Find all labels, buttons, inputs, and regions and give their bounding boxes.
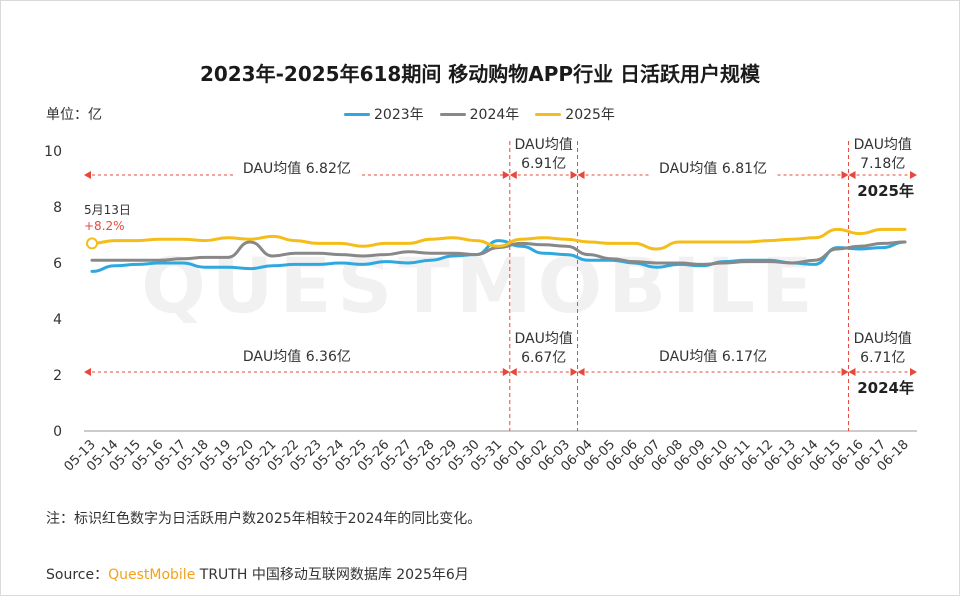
source-brand: QuestMobile <box>108 567 196 583</box>
legend-swatch-2023 <box>344 112 370 116</box>
bottom-period-label: DAU均值 6.17亿 <box>659 349 767 365</box>
legend-label-2023: 2023年 <box>374 107 424 123</box>
bottom-period-arrow-arrow-right <box>570 368 578 376</box>
label-bg <box>651 159 776 177</box>
bottom-period-label-line1: DAU均值 <box>854 331 912 347</box>
legend-swatch-2025 <box>535 112 562 116</box>
bottom-period-label-line2: 6.71亿 <box>860 350 905 366</box>
top-period-label-line1: DAU均值 <box>854 137 912 153</box>
y-tick-label: 6 <box>53 256 62 272</box>
bottom-period-arrow-arrow-left <box>84 368 91 376</box>
top-period-arrow-arrow-right <box>841 171 849 179</box>
legend-item-2024: 2024年 <box>439 104 520 124</box>
top-period-label: DAU均值 6.81亿 <box>659 161 767 177</box>
source-line: Source：QuestMobile TRUTH 中国移动互联网数据库 2025… <box>46 564 469 584</box>
year-tag-2025: 2025年 <box>857 182 914 200</box>
y-tick-label: 10 <box>44 144 62 160</box>
unit-label: 单位：亿 <box>46 107 102 123</box>
legend-item-2025: 2025年 <box>535 104 615 124</box>
highlight-change-label: +8.2% <box>84 219 125 233</box>
top-period-label-line2: 7.18亿 <box>860 156 905 172</box>
bottom-period-arrow-arrow-left <box>577 368 585 376</box>
chart-title: 2023年-2025年618期间 移动购物APP行业 日活跃用户规模 <box>199 62 761 86</box>
top-period-arrow-arrow-right <box>910 171 917 179</box>
bottom-period-label: DAU均值 6.36亿 <box>243 349 351 365</box>
top-period-arrow-arrow-left <box>848 171 856 179</box>
y-tick-label: 2 <box>53 368 62 384</box>
legend-item-2023: 2023年 <box>344 104 424 124</box>
label-bg <box>234 347 359 365</box>
top-period-arrow-arrow-right <box>570 171 578 179</box>
series-line-2025年 <box>90 227 907 251</box>
y-tick-label: 8 <box>53 200 62 216</box>
label-bg <box>234 159 359 177</box>
bottom-period-arrow-arrow-right <box>910 368 917 376</box>
source-label: Source： <box>46 567 109 583</box>
highlight-point <box>86 237 98 250</box>
highlight-date-label: 5月13日 <box>84 203 131 217</box>
bottom-period-arrow-arrow-left <box>848 368 856 376</box>
legend-swatch-2024 <box>439 112 466 116</box>
footnote: 注：标识红色数字为日活跃用户数2025年相较于2024年的同比变化。 <box>46 511 482 527</box>
top-period-label: DAU均值 6.82亿 <box>243 161 351 177</box>
legend: 2023年 2024年 2025年 <box>344 104 615 124</box>
legend-label-2025: 2025年 <box>565 107 615 123</box>
year-tag-2024: 2024年 <box>857 379 914 397</box>
label-bg <box>651 347 776 365</box>
top-period-arrow-arrow-right <box>502 171 510 179</box>
bottom-period-label-line1: DAU均值 <box>514 331 572 347</box>
y-tick-label: 0 <box>53 424 62 440</box>
y-tick-label: 4 <box>53 312 62 328</box>
source-detail: TRUTH 中国移动互联网数据库 2025年6月 <box>195 567 469 583</box>
top-period-label-line1: DAU均值 <box>514 137 572 153</box>
bottom-period-label-line2: 6.67亿 <box>521 350 566 366</box>
legend-label-2024: 2024年 <box>469 107 520 123</box>
top-period-arrow-arrow-left <box>509 171 517 179</box>
top-period-arrow-arrow-left <box>577 171 585 179</box>
bottom-period-arrow-arrow-right <box>841 368 849 376</box>
top-period-label-line2: 6.91亿 <box>521 156 566 172</box>
bottom-period-arrow-arrow-left <box>509 368 517 376</box>
bottom-period-arrow-arrow-right <box>502 368 510 376</box>
top-period-arrow-arrow-left <box>84 171 91 179</box>
